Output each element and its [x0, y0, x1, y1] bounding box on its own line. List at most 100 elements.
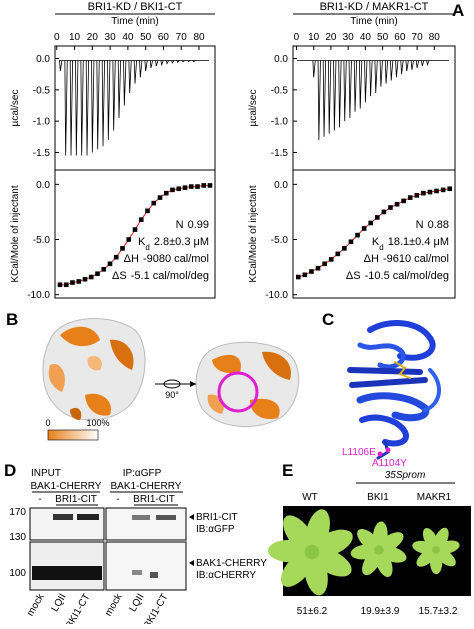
rosette-center: [304, 544, 320, 560]
y-tick-label: 0.0: [36, 180, 50, 191]
x-tick-label: 10: [308, 32, 320, 43]
panel-label: C: [322, 310, 334, 329]
panel-label: E: [282, 461, 293, 480]
plot-frame: [292, 45, 456, 171]
leaf: [422, 527, 439, 551]
data-point: [355, 232, 360, 238]
data-point: [374, 215, 380, 220]
leaf: [435, 548, 456, 567]
injection-peak: [117, 60, 121, 119]
data-point: [163, 190, 169, 196]
arrow: [189, 560, 194, 566]
data-point: [188, 184, 194, 189]
panel-label: D: [4, 461, 16, 480]
data-point: [421, 190, 426, 196]
parameter-name: ΔH: [124, 253, 139, 265]
parameter-value: 2.8±0.3 μM: [154, 236, 209, 248]
panel-label: A: [452, 1, 464, 20]
plot-frame: [54, 169, 216, 299]
injection-peak: [107, 60, 111, 140]
data-point: [76, 279, 82, 284]
data-point: [335, 251, 341, 257]
parameter-name: N: [416, 219, 424, 231]
x-tick-label: 60: [394, 32, 406, 43]
data-point: [368, 220, 374, 226]
data-point: [427, 189, 433, 195]
data-point: [315, 265, 321, 271]
injection-peak: [379, 60, 383, 87]
measurement: 19.9±3.9: [361, 606, 400, 617]
panel-label: B: [6, 310, 18, 329]
injection-peak: [149, 60, 153, 69]
data-point: [440, 187, 446, 193]
fit-parameter: Kd 2.8±0.3 μM: [138, 236, 209, 252]
injection-peak: [369, 60, 373, 97]
data-point: [207, 183, 213, 188]
mutation-label: L1106E: [342, 447, 376, 458]
leaf: [280, 550, 315, 587]
injection-peak: [390, 60, 394, 81]
leaf: [362, 549, 382, 576]
data-point: [157, 195, 163, 200]
injection-peak: [348, 60, 352, 119]
data-point: [70, 280, 75, 285]
parameter-value: -5.1 cal/mol/deg: [131, 270, 209, 282]
ip-label: IP:αGFP: [123, 468, 162, 479]
plot-frame: [292, 169, 456, 299]
data-point: [328, 257, 334, 262]
data-point: [182, 185, 188, 190]
y-tick-label: -1.5: [33, 148, 51, 159]
injection-peak: [192, 60, 196, 63]
x-tick-label: 50: [377, 32, 389, 43]
injection-peak: [155, 60, 159, 67]
y-tick-label: -0.5: [271, 85, 289, 96]
surface-left: [42, 318, 146, 421]
x-tick-label: 30: [105, 32, 117, 43]
data-point: [342, 246, 347, 251]
promoter-label: 35Sprom: [385, 470, 426, 481]
plot-frame: [54, 45, 216, 171]
injection-peak: [333, 60, 337, 131]
data-point: [388, 205, 393, 210]
parameter-name: ΔS: [346, 270, 361, 282]
data-point: [145, 208, 150, 214]
parameter-value: -9080 cal/mol: [143, 253, 209, 265]
data-point: [176, 186, 182, 192]
parameter-value: -9610 cal/mol: [383, 253, 449, 265]
fit-parameter: ΔH -9610 cal/mol: [364, 253, 449, 265]
injection-peak: [171, 60, 175, 64]
data-point: [195, 184, 200, 189]
genotype-label: MAKR1: [417, 492, 452, 503]
fit-parameter: ΔS -10.5 cal/mol/deg: [346, 270, 449, 282]
y-tick-label: -1.0: [33, 117, 51, 128]
y-tick-label: -10.0: [27, 290, 50, 301]
data-point: [82, 276, 88, 282]
x-axis-title: Time (min): [350, 16, 397, 27]
x-tick-label: 40: [122, 32, 134, 43]
y-axis-title: µcal/sec: [248, 90, 259, 127]
injection-peak: [400, 60, 404, 75]
genotype-label: BKI1: [367, 492, 389, 503]
plant: [412, 527, 460, 575]
y-tick-label: -0.5: [33, 85, 51, 96]
group-protein: BAK1-CHERRY: [111, 481, 182, 492]
parameter-value: 0.99: [188, 219, 209, 231]
mw-label: 130: [9, 532, 26, 543]
chart-title: BRI1-KD / MAKR1-CT: [320, 1, 429, 13]
data-point: [170, 187, 175, 193]
parameter-name: K: [372, 236, 380, 248]
rotation-label: 90°: [165, 390, 179, 400]
input-label: INPUT: [31, 468, 61, 479]
lane-label: mock: [25, 591, 47, 618]
parameter-subscript: d: [379, 243, 383, 252]
data-point: [381, 209, 387, 215]
injection-peak: [410, 60, 414, 70]
chart-title: BRI1-KD / BKI1-CT: [88, 1, 183, 13]
y-tick-label: 0.0: [36, 54, 50, 65]
y-tick-label: -1.5: [271, 148, 289, 159]
injection-peak: [133, 60, 137, 84]
blot-protein: BAK1-CHERRY: [196, 558, 267, 569]
data-point: [107, 261, 113, 267]
injection-peak: [364, 60, 368, 103]
y-tick-label: -5.0: [33, 235, 51, 246]
